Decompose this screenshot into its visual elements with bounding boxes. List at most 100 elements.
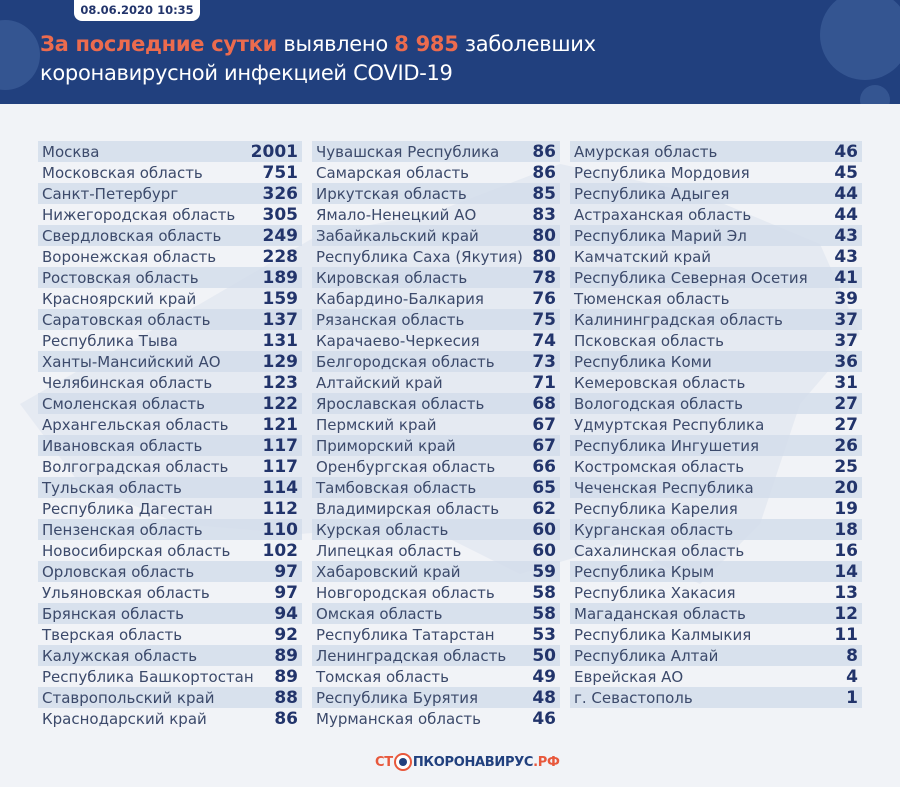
region-row: Республика Карелия 19 [570,498,862,519]
case-count: 117 [262,435,299,456]
region-row: Республика Бурятия 48 [312,687,560,708]
case-count: 43 [834,225,858,246]
region-row: Республика Татарстан 53 [312,624,560,645]
region-row: Москва 2001 [38,141,302,162]
case-count: 80 [532,246,556,267]
region-name: Вологодская область [574,394,743,413]
case-count: 37 [834,309,858,330]
region-name: Саратовская область [42,310,211,329]
region-row: Чувашская Республика 86 [312,141,560,162]
region-name: Архангельская область [42,415,229,434]
region-name: Ярославская область [316,394,485,413]
case-count: 45 [834,162,858,183]
case-count: 27 [834,414,858,435]
region-name: Республика Саха (Якутия) [316,247,523,266]
region-name: Республика Мордовия [574,163,750,182]
case-count: 67 [532,414,556,435]
region-name: Кабардино-Балкария [316,289,484,308]
region-row: Липецкая область 60 [312,540,560,561]
case-count: 50 [532,645,556,666]
region-name: Санкт-Петербург [42,184,179,203]
case-count: 68 [532,393,556,414]
case-count: 44 [834,183,858,204]
region-name: Самарская область [316,163,470,182]
region-name: Краснодарский край [42,709,207,728]
region-row: Омская область 58 [312,603,560,624]
case-count: 37 [834,330,858,351]
case-count: 86 [532,141,556,162]
title-line-2: коронавирусной инфекцией COVID-19 [40,61,453,85]
region-row: Хабаровский край 59 [312,561,560,582]
region-name: г. Севастополь [574,688,693,707]
region-row: Кировская область 78 [312,267,560,288]
case-count: 89 [274,666,298,687]
region-name: Республика Карелия [574,499,738,518]
region-row: Республика Калмыкия 11 [570,624,862,645]
region-row: Ярославская область 68 [312,393,560,414]
region-name: Чеченская Республика [574,478,754,497]
region-name: Ставропольский край [42,688,215,707]
region-row: Костромская область 25 [570,456,862,477]
region-row: Республика Дагестан 112 [38,498,302,519]
region-name: Республика Дагестан [42,499,213,518]
region-name: Кемеровская область [574,373,746,392]
region-row: Псковская область 37 [570,330,862,351]
region-row: Краснодарский край 86 [38,708,302,729]
region-row: Ивановская область 117 [38,435,302,456]
region-name: Магаданская область [574,604,746,623]
region-row: Челябинская область 123 [38,372,302,393]
virus-decoration-icon [820,0,900,80]
case-count: 78 [532,267,556,288]
logo-text-rf: .РФ [533,754,560,770]
case-count: 2001 [250,141,298,162]
region-name: Ивановская область [42,436,203,455]
region-row: Ханты-Мансийский АО 129 [38,351,302,372]
region-row: Республика Саха (Якутия) 80 [312,246,560,267]
case-count: 31 [834,372,858,393]
region-row: Республика Алтай 8 [570,645,862,666]
region-name: Москва [42,142,100,161]
region-name: Республика Хакасия [574,583,736,602]
case-count: 62 [532,498,556,519]
case-count: 58 [532,603,556,624]
case-count: 26 [834,435,858,456]
region-name: Курская область [316,520,449,539]
region-row: Томская область 49 [312,666,560,687]
case-count: 114 [262,477,299,498]
region-name: Псковская область [574,331,724,350]
case-count: 60 [532,540,556,561]
region-row: Астраханская область 44 [570,204,862,225]
case-count: 60 [532,519,556,540]
case-count: 85 [532,183,556,204]
title-highlight-count: 8 985 [394,32,459,56]
region-name: Пермский край [316,415,437,434]
region-row: Тверская область 92 [38,624,302,645]
region-name: Республика Алтай [574,646,719,665]
region-name: Хабаровский край [316,562,461,581]
case-count: 46 [834,141,858,162]
virus-stop-icon [393,753,412,771]
region-row: Республика Северная Осетия 41 [570,267,862,288]
region-row: Брянская область 94 [38,603,302,624]
case-count: 44 [834,204,858,225]
case-count: 305 [262,204,299,225]
region-row: Сахалинская область 16 [570,540,862,561]
case-count: 19 [834,498,858,519]
case-count: 751 [262,162,299,183]
region-name: Томская область [316,667,449,686]
case-count: 48 [532,687,556,708]
region-row: Свердловская область 249 [38,225,302,246]
region-name: Ульяновская область [42,583,210,602]
region-name: Астраханская область [574,205,752,224]
case-count: 228 [262,246,299,267]
region-row: Алтайский край 71 [312,372,560,393]
region-row: Воронежская область 228 [38,246,302,267]
region-name: Республика Адыгея [574,184,730,203]
region-row: Кемеровская область 31 [570,372,862,393]
case-count: 75 [532,309,556,330]
region-row: Белгородская область 73 [312,351,560,372]
region-row: г. Севастополь 1 [570,687,862,708]
region-name: Пензенская область [42,520,203,539]
region-name: Липецкая область [316,541,462,560]
logo-text-st: СТ [375,754,393,770]
